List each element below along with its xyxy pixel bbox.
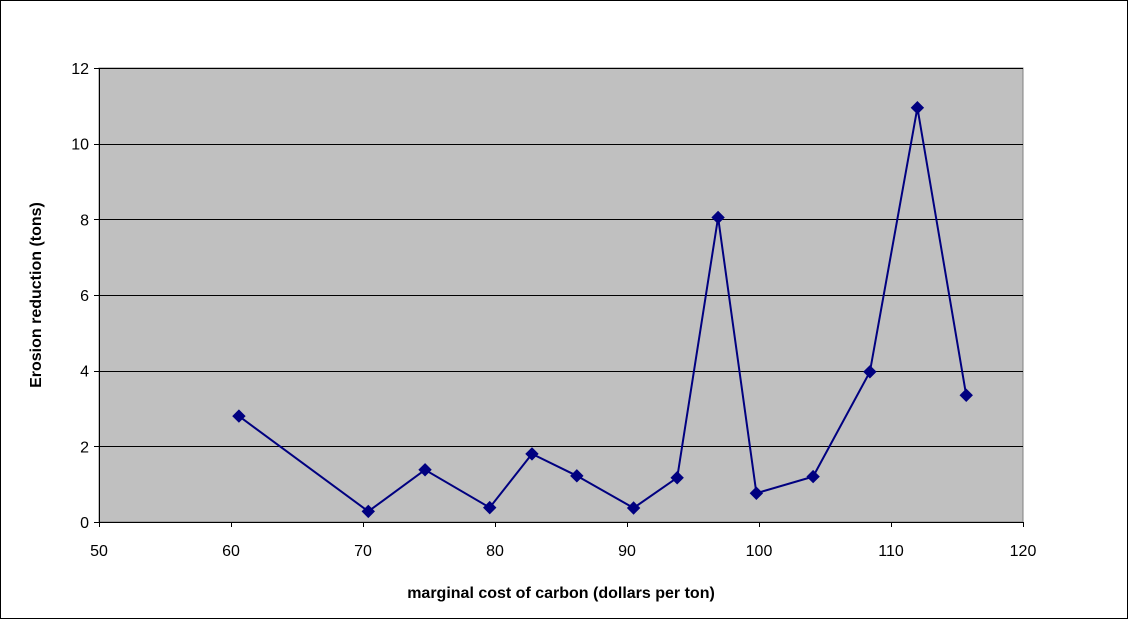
x-tick-label-50: 50 (90, 543, 108, 560)
axes (94, 68, 1024, 527)
y-tick-label-8: 8 (80, 212, 89, 229)
x-axis-title: marginal cost of carbon (dollars per ton… (407, 585, 715, 602)
x-tick-label-70: 70 (354, 543, 372, 560)
data-point-9 (749, 486, 764, 500)
data-point-10 (806, 469, 820, 484)
data-point-7 (670, 471, 684, 485)
series-layer (232, 101, 973, 519)
data-point-13 (959, 388, 973, 402)
data-point-11 (863, 365, 877, 379)
x-tick-label-120: 120 (1010, 543, 1037, 560)
data-point-6 (626, 501, 641, 515)
x-tick-label-90: 90 (618, 543, 636, 560)
y-tick-label-4: 4 (80, 364, 89, 381)
x-tick-label-110: 110 (878, 543, 904, 560)
x-tick-label-100: 100 (746, 543, 773, 560)
y-axis-title: Erosion reduction (tons) (28, 202, 45, 388)
data-point-4 (525, 447, 539, 461)
x-tick-label-80: 80 (486, 543, 504, 560)
data-point-8 (711, 210, 725, 225)
series-0-line (238, 107, 968, 513)
data-point-3 (483, 500, 497, 515)
tick-labels: 0 2 4 6 8 10 12 50 60 70 80 90 100 110 120 (71, 61, 1036, 560)
data-point-12 (910, 101, 925, 115)
data-point-1 (361, 504, 375, 519)
y-tick-label-6: 6 (80, 288, 89, 305)
data-point-5 (570, 469, 584, 483)
y-tick-label-2: 2 (80, 439, 89, 456)
y-tick-label-10: 10 (71, 137, 89, 154)
x-tick-label-60: 60 (222, 543, 240, 560)
data-point-2 (418, 463, 432, 477)
y-tick-label-0: 0 (80, 515, 89, 532)
data-point-0 (232, 409, 246, 423)
y-tick-label-12: 12 (71, 61, 89, 78)
